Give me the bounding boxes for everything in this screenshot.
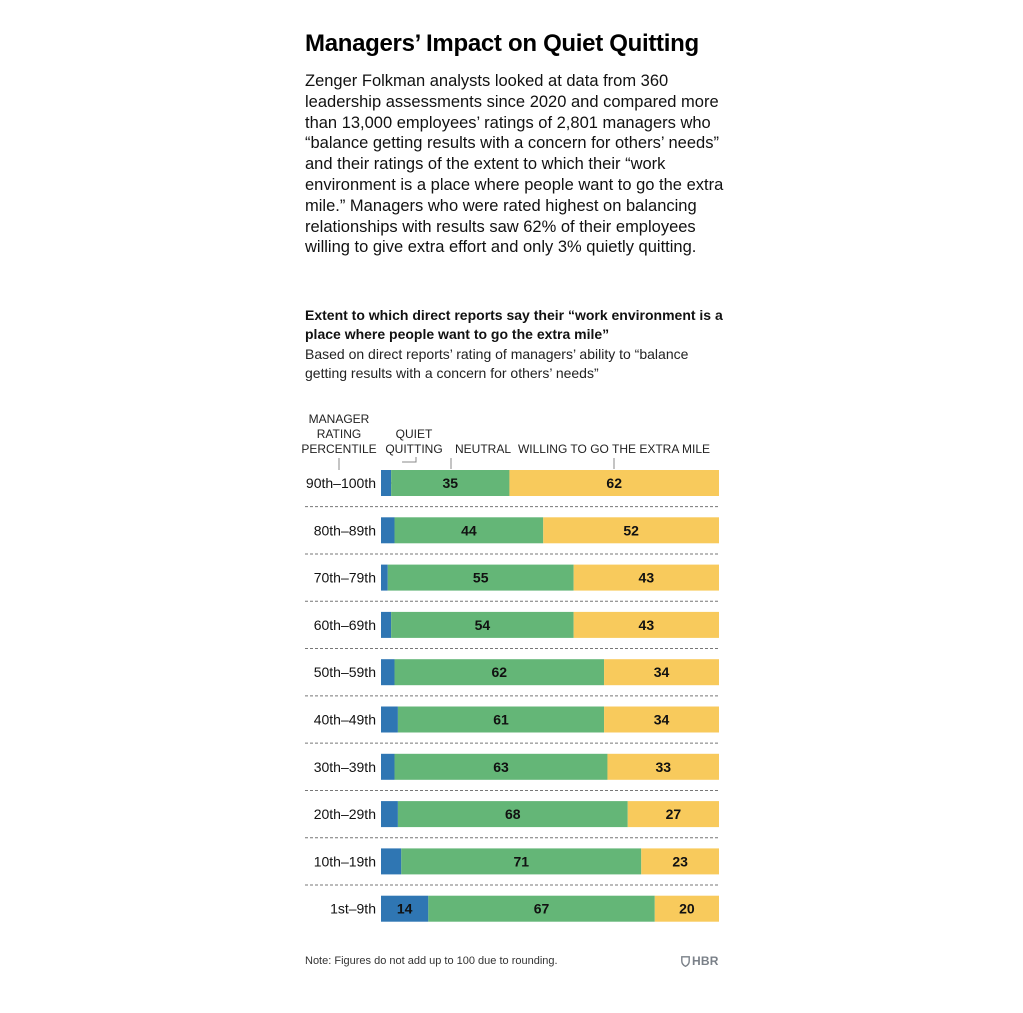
row-header-label: MANAGER xyxy=(309,412,370,426)
row-label: 40th–49th xyxy=(314,712,376,728)
bar-row: 1st–9th 14 67 20 xyxy=(330,895,719,922)
row-label: 50th–59th xyxy=(314,664,376,680)
chart-title: Managers’ Impact on Quiet Quitting xyxy=(305,30,699,57)
legend-leader-0 xyxy=(402,457,417,463)
row-label: 1st–9th xyxy=(330,901,376,917)
bar-segment-2 xyxy=(604,659,719,686)
legend-label-2: WILLING TO GO THE EXTRA MILE xyxy=(518,442,710,456)
bar-segment-0 xyxy=(381,659,395,686)
bar-segment-2 xyxy=(641,848,719,875)
bar-value-label: 43 xyxy=(639,570,655,586)
chart-subheading: Based on direct reports’ rating of manag… xyxy=(305,346,689,381)
bar-row: 60th–69th35443 xyxy=(305,611,719,650)
bar-row: 80th–89th44452 xyxy=(305,517,719,555)
bar-segment-2 xyxy=(543,517,719,544)
bar-value-label: 20 xyxy=(679,901,695,917)
bar-segment-2 xyxy=(573,564,719,591)
footnote: Note: Figures do not add up to 100 due t… xyxy=(305,955,558,967)
bar-segment-0 xyxy=(381,517,395,544)
bar-value-label: 54 xyxy=(475,617,491,633)
row-header-label: RATING xyxy=(317,427,361,441)
bar-value-label: 44 xyxy=(461,522,477,538)
bar-segment-1 xyxy=(391,611,574,638)
bar-value-label: 34 xyxy=(654,664,670,680)
bar-value-label: 62 xyxy=(492,664,508,680)
bar-segment-0 xyxy=(381,753,395,780)
bar-segment-1 xyxy=(397,706,605,733)
bar-segment-0 xyxy=(381,706,398,733)
bar-segment-0 xyxy=(381,564,388,591)
bar-row: 10th–19th67123 xyxy=(305,848,719,886)
bar-row: 30th–39th46333 xyxy=(305,753,719,791)
bar-value-label: 71 xyxy=(513,853,529,869)
brand-text: HBR xyxy=(692,954,719,968)
shield-icon xyxy=(681,956,690,968)
bar-value-label: 62 xyxy=(606,475,622,491)
bar-value-label: 67 xyxy=(534,901,550,917)
bar-value-label: 33 xyxy=(655,759,671,775)
bar-segment-1 xyxy=(394,753,608,780)
intro-text: Zenger Folkman analysts looked at data f… xyxy=(305,72,724,257)
bar-value-label: 61 xyxy=(493,712,509,728)
bar-segment-2 xyxy=(573,611,719,638)
row-label: 90th–100th xyxy=(306,475,376,491)
bar-value-label: 68 xyxy=(505,806,521,822)
bar-value-label: 23 xyxy=(672,853,688,869)
bar-segment-2 xyxy=(627,801,719,828)
bar-value-label: 63 xyxy=(493,759,509,775)
bar-value-label: 35 xyxy=(443,475,459,491)
row-label: 10th–19th xyxy=(314,853,376,869)
brand-logo: HBR xyxy=(681,954,719,968)
bar-value-label: 34 xyxy=(654,712,670,728)
bar-segment-0 xyxy=(381,611,392,638)
row-label: 70th–79th xyxy=(314,570,376,586)
row-label: 60th–69th xyxy=(314,617,376,633)
bar-segment-0 xyxy=(381,801,398,828)
bar-segment-0 xyxy=(381,895,429,922)
bar-segment-1 xyxy=(428,895,655,922)
bar-row: 20th–29th56827 xyxy=(305,801,719,839)
bar-segment-1 xyxy=(401,848,642,875)
bar-value-label: 43 xyxy=(639,617,655,633)
legend-label-0: QUIET xyxy=(396,427,433,441)
bar-segment-1 xyxy=(397,801,628,828)
row-header-label: PERCENTILE xyxy=(301,442,376,456)
bar-segment-2 xyxy=(654,895,719,922)
bar-segment-2 xyxy=(604,706,719,733)
bar-segment-1 xyxy=(394,517,544,544)
row-label: 20th–29th xyxy=(314,806,376,822)
bar-segment-1 xyxy=(394,659,605,686)
chart-heading: Extent to which direct reports say their… xyxy=(305,307,723,342)
legend-label-0: QUITTING xyxy=(385,442,442,456)
chart-rows: 90th–100th3%356280th–89th4445270th–79th2… xyxy=(305,470,719,922)
bar-segment-0 xyxy=(381,848,402,875)
bar-segment-2 xyxy=(607,753,719,780)
bar-row: 50th–59th46234 xyxy=(305,659,719,697)
bar-value-label: 55 xyxy=(473,570,489,586)
bar-segment-1 xyxy=(391,470,510,496)
row-label: 80th–89th xyxy=(314,522,376,538)
legend-label-1: NEUTRAL xyxy=(455,442,511,456)
row-label: 30th–39th xyxy=(314,759,376,775)
bar-value-label: 27 xyxy=(666,806,682,822)
bar-row: 40th–49th56134 xyxy=(305,706,719,744)
bar-row: 70th–79th25543 xyxy=(305,564,719,602)
bar-segment-0 xyxy=(381,470,392,496)
bar-segment-1 xyxy=(387,564,574,591)
bar-value-label: 14 xyxy=(397,901,413,917)
bar-segment-2 xyxy=(509,470,719,496)
bar-value-label: 52 xyxy=(623,522,639,538)
